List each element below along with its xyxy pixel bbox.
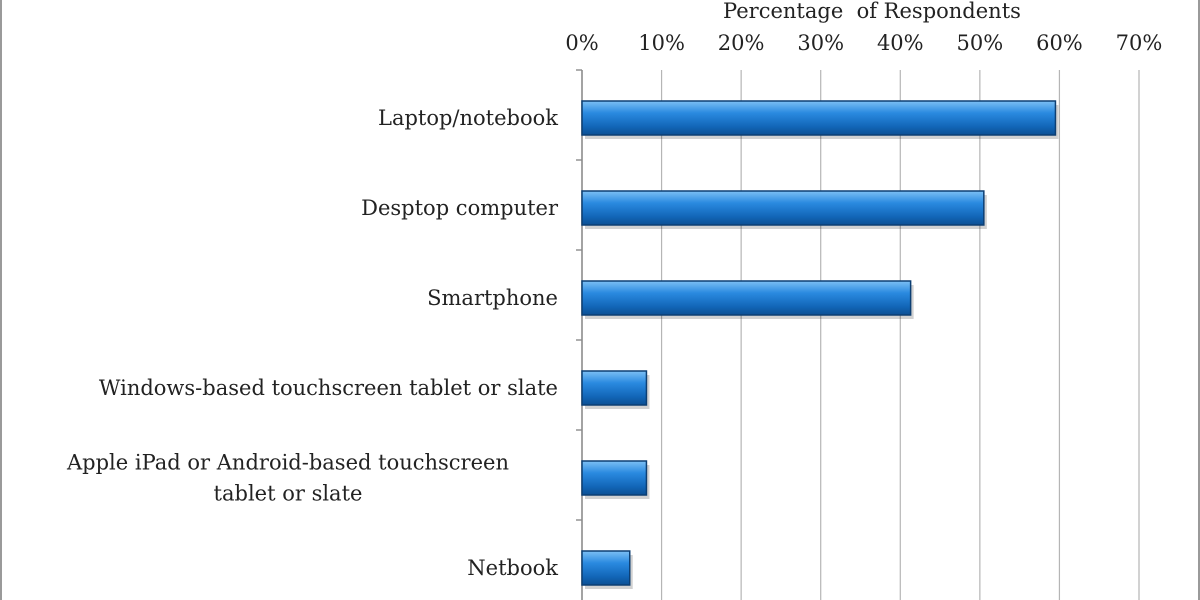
bar: [581, 190, 985, 226]
category-label: Laptop/notebook: [378, 106, 558, 130]
grid-layer: [576, 69, 1140, 600]
bars: [581, 100, 1059, 589]
category-label: Windows-based touchscreen tablet or slat…: [99, 376, 558, 400]
x-tick-label: 40%: [877, 31, 924, 55]
category-label: Smartphone: [427, 286, 558, 310]
x-axis-title: Percentage of Respondents: [723, 0, 1021, 23]
category-label: Desptop computer: [361, 196, 559, 220]
x-tick-label: 20%: [718, 31, 765, 55]
x-tick-label: 70%: [1116, 31, 1163, 55]
x-tick-label: 50%: [957, 31, 1004, 55]
x-tick-label: 0%: [565, 31, 598, 55]
x-tick-label: 60%: [1036, 31, 1083, 55]
x-tick-labels: 0% 10% 20% 30% 40% 50% 60% 70%: [565, 31, 1162, 55]
bar: [581, 100, 1057, 136]
x-tick-label: 10%: [638, 31, 685, 55]
category-label: Netbook: [467, 556, 558, 580]
category-label: Apple iPad or Android-based touchscreen t…: [66, 451, 509, 506]
x-tick-label: 30%: [797, 31, 844, 55]
bar: [581, 550, 631, 586]
category-labels: Laptop/notebook Desptop computer Smartphon…: [66, 106, 559, 580]
bar: [581, 280, 912, 316]
bar: [581, 370, 648, 406]
bar: [581, 460, 648, 496]
